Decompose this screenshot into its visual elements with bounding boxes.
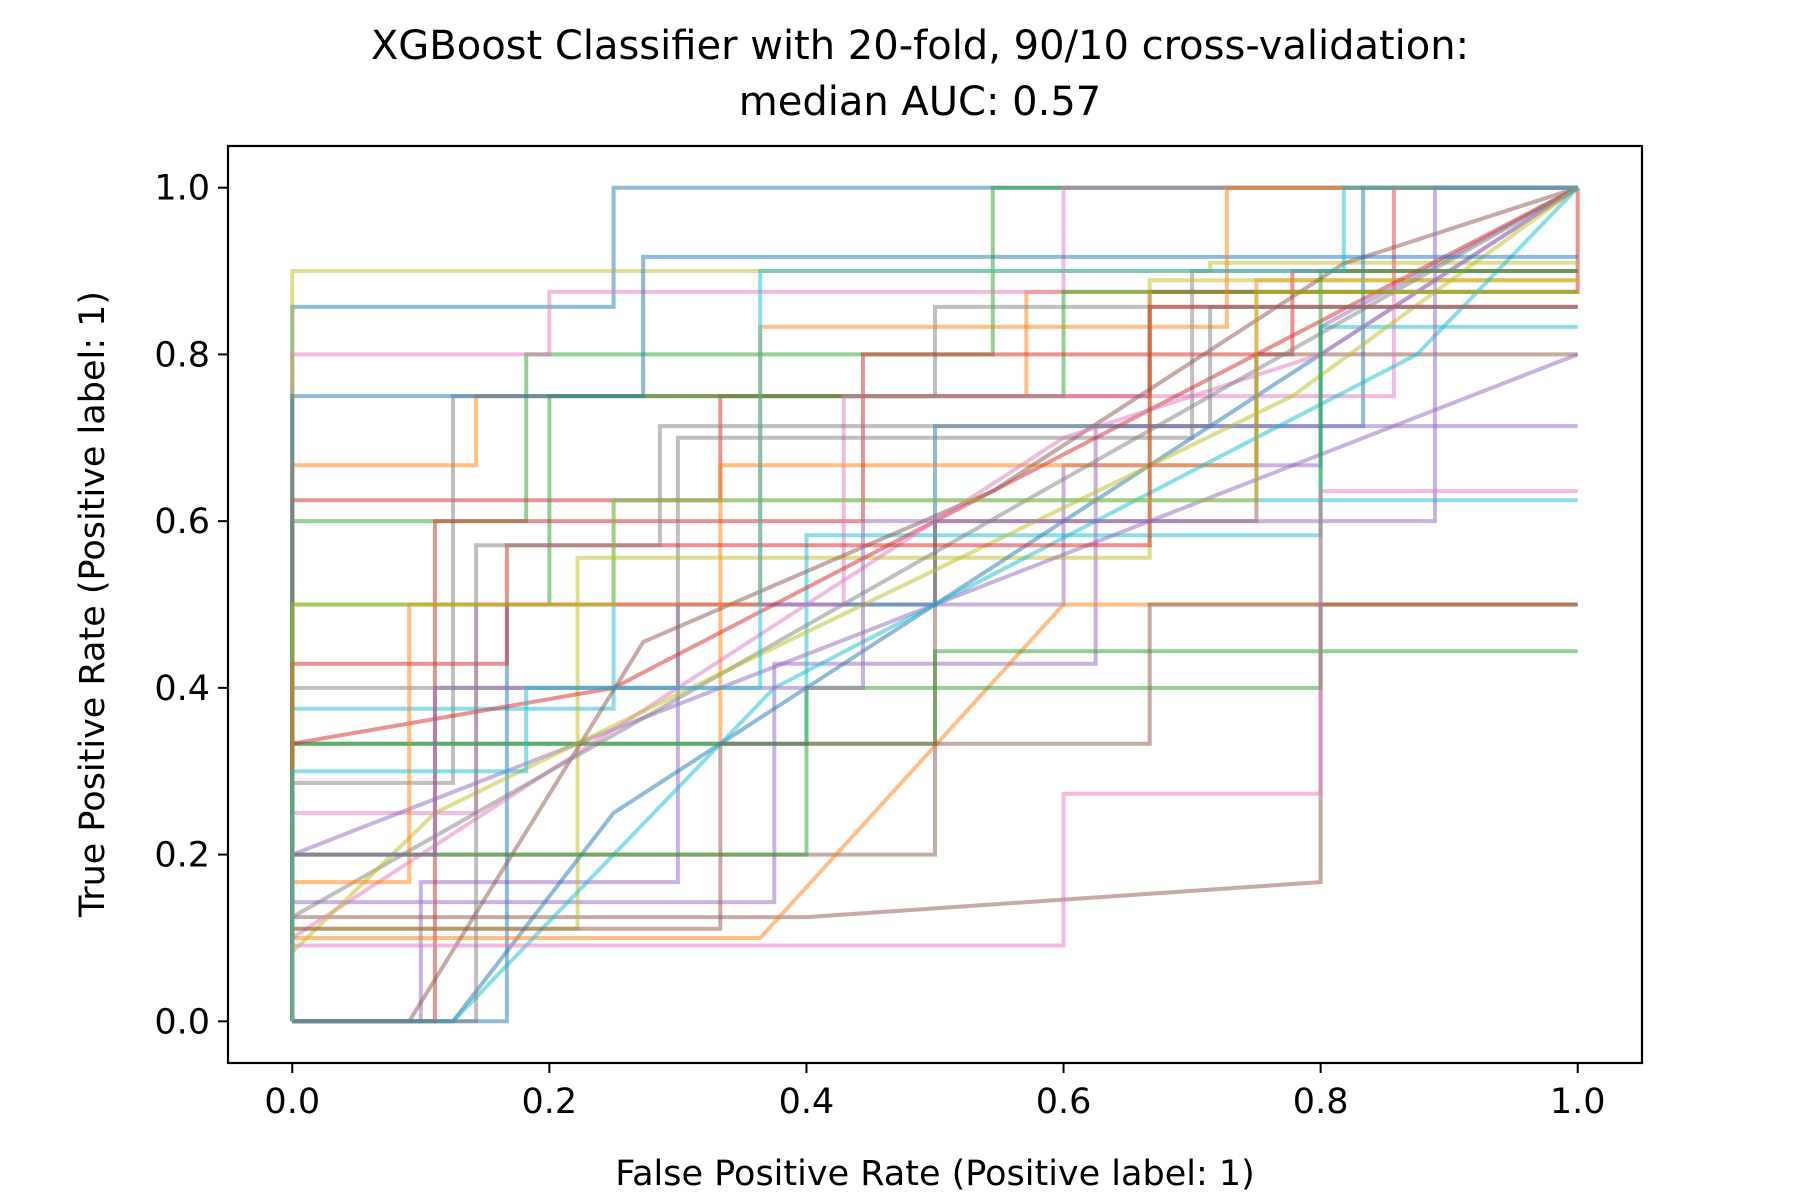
roc-curve-fold-40 [290, 185, 1578, 1022]
y-axis-ticks: 0.0 0.2 0.4 0.6 0.8 1.0 [154, 169, 228, 1042]
y-tick-label: 0.2 [154, 836, 210, 876]
x-tick-label: 0.6 [1036, 1082, 1092, 1122]
roc-curves [290, 185, 1580, 1024]
roc-curve-fold-35 [290, 185, 1578, 1022]
x-tick-label: 0.2 [522, 1082, 578, 1122]
y-tick-label: 1.0 [154, 169, 210, 209]
roc-curve-fold-31 [290, 254, 1578, 1022]
roc-curve-fold-39 [290, 289, 1578, 1022]
chart-subtitle: median AUC: 0.57 [739, 79, 1101, 125]
y-tick-label: 0.0 [154, 1002, 210, 1042]
x-tick-label: 0.0 [264, 1082, 320, 1122]
x-axis-ticks: 0.0 0.2 0.4 0.6 0.8 1.0 [264, 1063, 1606, 1122]
x-tick-label: 1.0 [1550, 1082, 1606, 1122]
y-tick-label: 0.6 [154, 502, 210, 542]
y-tick-label: 0.8 [154, 335, 210, 375]
chart-title: XGBoost Classifier with 20-fold, 90/10 c… [371, 23, 1469, 69]
y-tick-label: 0.4 [154, 669, 210, 709]
x-tick-label: 0.8 [1293, 1082, 1349, 1122]
x-axis-label: False Positive Rate (Positive label: 1) [615, 1154, 1255, 1194]
plot-frame [226, 144, 1644, 1065]
x-tick-label: 0.4 [779, 1082, 835, 1122]
y-axis-label: True Positive Rate (Positive label: 1) [73, 291, 113, 918]
roc-curve-fold-38 [292, 304, 1578, 1024]
